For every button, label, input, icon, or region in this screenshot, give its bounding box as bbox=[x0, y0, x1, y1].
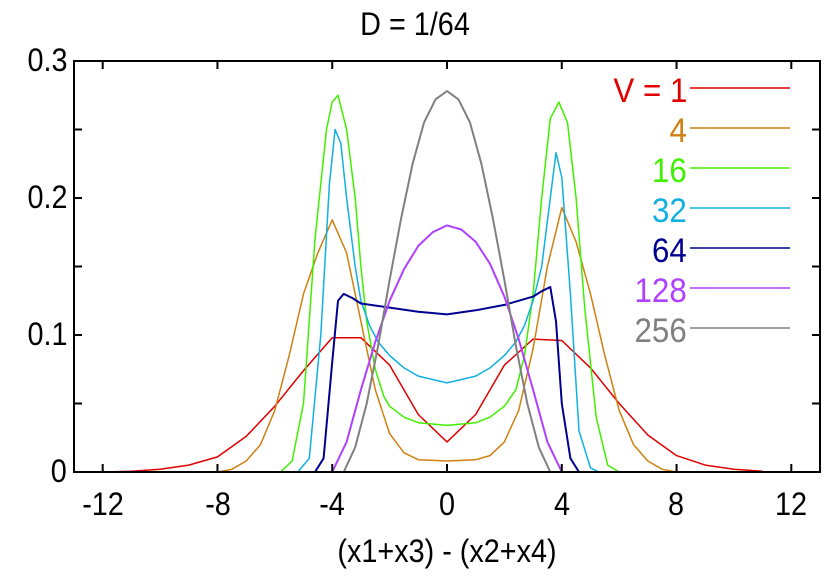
plot-frame bbox=[73, 60, 821, 473]
legend-lines bbox=[690, 87, 790, 329]
x-tick-label: 0 bbox=[438, 486, 456, 522]
series-layer bbox=[74, 90, 820, 473]
series-line bbox=[74, 224, 820, 473]
x-axis-label: (x1+x3) - (x2+x4) bbox=[337, 533, 557, 569]
series-line bbox=[74, 128, 820, 473]
y-tick-label: 0.3 bbox=[26, 42, 67, 78]
series-line bbox=[74, 206, 820, 473]
x-tick-label: 8 bbox=[667, 486, 685, 522]
legend-label-v1: V = 1 bbox=[613, 72, 687, 110]
series-line bbox=[74, 286, 820, 473]
legend-label-v64: 64 bbox=[652, 232, 687, 270]
x-tick-label: 4 bbox=[553, 486, 571, 522]
y-tick-label: 0.2 bbox=[26, 179, 67, 215]
legend-label-v16: 16 bbox=[652, 152, 687, 190]
legend-label-v4: 4 bbox=[669, 112, 687, 150]
x-tick-label: -12 bbox=[82, 486, 124, 522]
x-tick-label: 12 bbox=[774, 486, 808, 522]
x-tick-label: -8 bbox=[205, 486, 231, 522]
legend-label-v32: 32 bbox=[652, 192, 687, 230]
legend-label-v128: 128 bbox=[634, 272, 687, 310]
y-tick-label: 0 bbox=[50, 453, 67, 489]
series-line bbox=[74, 94, 820, 473]
series-line bbox=[74, 90, 820, 473]
legend-label-v256: 256 bbox=[634, 312, 687, 350]
series-line bbox=[74, 336, 820, 473]
chart-title: D = 1/64 bbox=[360, 6, 470, 42]
y-tick-label: 0.1 bbox=[26, 316, 67, 352]
x-tick-label: -4 bbox=[319, 486, 345, 522]
